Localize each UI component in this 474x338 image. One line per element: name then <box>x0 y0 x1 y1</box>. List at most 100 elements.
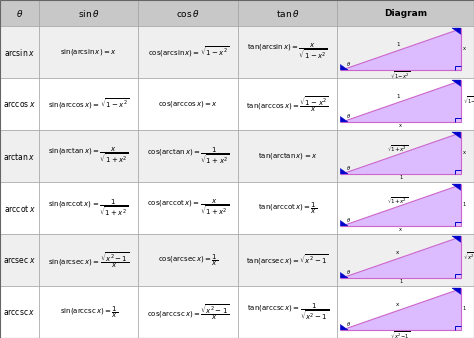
Text: $\sqrt{x^2\!-\!1}$: $\sqrt{x^2\!-\!1}$ <box>390 331 411 338</box>
Text: $\cos\theta$: $\cos\theta$ <box>176 7 200 19</box>
Text: $\theta$: $\theta$ <box>346 216 351 223</box>
Polygon shape <box>452 236 461 242</box>
Bar <box>0 286 39 338</box>
Polygon shape <box>340 324 348 330</box>
Bar <box>238 130 337 182</box>
Text: 1: 1 <box>463 202 466 208</box>
Bar <box>337 0 474 26</box>
Bar <box>39 286 138 338</box>
Bar <box>138 182 238 234</box>
Text: $\tan(\mathrm{arccsc}\,x) = \dfrac{1}{\sqrt{x^2-1}}$: $\tan(\mathrm{arccsc}\,x) = \dfrac{1}{\s… <box>246 301 329 322</box>
Text: $\cos(\mathrm{arcsin}\,x) = \sqrt{1-x^2}$: $\cos(\mathrm{arcsin}\,x) = \sqrt{1-x^2}… <box>147 45 229 59</box>
Bar <box>337 182 474 234</box>
Text: 1: 1 <box>399 175 402 180</box>
Text: $\tan\theta$: $\tan\theta$ <box>276 7 300 19</box>
Text: $\mathrm{arcsin}\,x$: $\mathrm{arcsin}\,x$ <box>4 47 35 57</box>
Bar <box>138 286 238 338</box>
Text: 1: 1 <box>463 307 466 311</box>
Text: $\tan(\mathrm{arcsin}\,x) = \dfrac{x}{\sqrt{1-x^2}}$: $\tan(\mathrm{arcsin}\,x) = \dfrac{x}{\s… <box>247 42 328 62</box>
Polygon shape <box>340 132 461 174</box>
Bar <box>39 182 138 234</box>
Bar <box>238 0 337 26</box>
Text: $\tan(\mathrm{arctan}\,x) = x$: $\tan(\mathrm{arctan}\,x) = x$ <box>258 151 318 161</box>
Text: x: x <box>399 227 402 232</box>
Polygon shape <box>340 28 461 70</box>
Bar <box>39 130 138 182</box>
Bar <box>0 182 39 234</box>
Text: $\cos(\mathrm{arcsec}\,x) = \dfrac{1}{x}$: $\cos(\mathrm{arcsec}\,x) = \dfrac{1}{x}… <box>158 252 219 268</box>
Bar <box>238 286 337 338</box>
Polygon shape <box>452 184 461 190</box>
Text: $\tan(\mathrm{arccot}\,x) = \dfrac{1}{x}$: $\tan(\mathrm{arccot}\,x) = \dfrac{1}{x}… <box>258 200 317 216</box>
Bar <box>138 26 238 78</box>
Bar <box>39 234 138 286</box>
Text: $\sqrt{1\!-\!x^2}$: $\sqrt{1\!-\!x^2}$ <box>463 96 474 106</box>
Text: $\cos(\mathrm{arctan}\,x) = \dfrac{1}{\sqrt{1+x^2}}$: $\cos(\mathrm{arctan}\,x) = \dfrac{1}{\s… <box>147 145 229 167</box>
Text: $\sqrt{x^2\!-\!1}$: $\sqrt{x^2\!-\!1}$ <box>463 252 474 262</box>
Text: $\sin(\mathrm{arctan}\,x) = \dfrac{x}{\sqrt{1+x^2}}$: $\sin(\mathrm{arctan}\,x) = \dfrac{x}{\s… <box>48 146 129 166</box>
Bar <box>39 0 138 26</box>
Text: 1: 1 <box>396 94 400 99</box>
Text: x: x <box>463 150 465 155</box>
Polygon shape <box>340 117 348 122</box>
Polygon shape <box>340 80 461 122</box>
Polygon shape <box>452 132 461 138</box>
Text: $\cos(\mathrm{arccos}\,x) = x$: $\cos(\mathrm{arccos}\,x) = x$ <box>158 99 218 109</box>
Polygon shape <box>452 28 461 34</box>
Polygon shape <box>340 236 461 278</box>
Polygon shape <box>340 168 348 174</box>
Text: $\mathrm{arccot}\,x$: $\mathrm{arccot}\,x$ <box>4 202 35 214</box>
Text: 1: 1 <box>396 42 400 47</box>
Bar <box>238 78 337 130</box>
Text: $\cos(\mathrm{arccot}\,x) = \dfrac{x}{\sqrt{1+x^2}}$: $\cos(\mathrm{arccot}\,x) = \dfrac{x}{\s… <box>147 198 229 218</box>
Bar <box>138 234 238 286</box>
Bar <box>138 130 238 182</box>
Bar <box>39 26 138 78</box>
Bar <box>39 78 138 130</box>
Bar <box>337 286 474 338</box>
Text: $\sin(\mathrm{arcsin}\,x) = x$: $\sin(\mathrm{arcsin}\,x) = x$ <box>60 47 117 57</box>
Polygon shape <box>340 65 348 70</box>
Bar <box>0 0 39 26</box>
Bar <box>0 78 39 130</box>
Polygon shape <box>340 288 461 330</box>
Bar <box>337 78 474 130</box>
Text: $\cos(\mathrm{arccsc}\,x) = \dfrac{\sqrt{x^2-1}}{x}$: $\cos(\mathrm{arccsc}\,x) = \dfrac{\sqrt… <box>147 302 229 322</box>
Bar <box>0 130 39 182</box>
Text: 1: 1 <box>399 279 402 284</box>
Text: Diagram: Diagram <box>384 8 427 18</box>
Text: $\tan(\mathrm{arccos}\,x) = \dfrac{\sqrt{1-x^2}}{x}$: $\tan(\mathrm{arccos}\,x) = \dfrac{\sqrt… <box>246 94 329 114</box>
Text: $\theta$: $\theta$ <box>346 59 351 68</box>
Text: $\sin(\mathrm{arccot}\,x) = \dfrac{1}{\sqrt{1+x^2}}$: $\sin(\mathrm{arccot}\,x) = \dfrac{1}{\s… <box>48 197 129 219</box>
Text: x: x <box>396 250 399 255</box>
Bar <box>337 26 474 78</box>
Text: $\theta$: $\theta$ <box>346 164 351 172</box>
Text: x: x <box>463 47 465 51</box>
Text: x: x <box>396 302 399 307</box>
Bar <box>337 130 474 182</box>
Text: $\theta$: $\theta$ <box>346 267 351 275</box>
Text: $\mathrm{arccos}\,x$: $\mathrm{arccos}\,x$ <box>3 99 36 109</box>
Text: $\sin(\mathrm{arcsec}\,x) = \dfrac{\sqrt{x^2-1}}{x}$: $\sin(\mathrm{arcsec}\,x) = \dfrac{\sqrt… <box>48 250 129 270</box>
Bar <box>238 26 337 78</box>
Text: $\sqrt{1\!+\!x^2}$: $\sqrt{1\!+\!x^2}$ <box>387 196 408 206</box>
Text: $\sin(\mathrm{arccos}\,x) = \sqrt{1-x^2}$: $\sin(\mathrm{arccos}\,x) = \sqrt{1-x^2}… <box>48 97 129 111</box>
Bar <box>138 0 238 26</box>
Polygon shape <box>452 288 461 294</box>
Text: $\sin\theta$: $\sin\theta$ <box>78 7 100 19</box>
Polygon shape <box>340 184 461 226</box>
Bar <box>238 182 337 234</box>
Text: $\sin(\mathrm{arccsc}\,x) = \dfrac{1}{x}$: $\sin(\mathrm{arccsc}\,x) = \dfrac{1}{x}… <box>60 305 118 320</box>
Text: $\mathrm{arctan}\,x$: $\mathrm{arctan}\,x$ <box>3 150 36 162</box>
Text: $\mathrm{arccsc}\,x$: $\mathrm{arccsc}\,x$ <box>3 307 36 317</box>
Text: x: x <box>399 123 402 128</box>
Text: $\tan(\mathrm{arcsec}\,x) = \sqrt{x^2-1}$: $\tan(\mathrm{arcsec}\,x) = \sqrt{x^2-1}… <box>246 253 329 267</box>
Text: $\theta$: $\theta$ <box>16 7 23 19</box>
Text: $\theta$: $\theta$ <box>346 112 351 120</box>
Polygon shape <box>340 272 348 278</box>
Bar <box>337 234 474 286</box>
Bar <box>0 26 39 78</box>
Bar <box>138 78 238 130</box>
Polygon shape <box>452 80 461 86</box>
Text: $\theta$: $\theta$ <box>346 319 351 328</box>
